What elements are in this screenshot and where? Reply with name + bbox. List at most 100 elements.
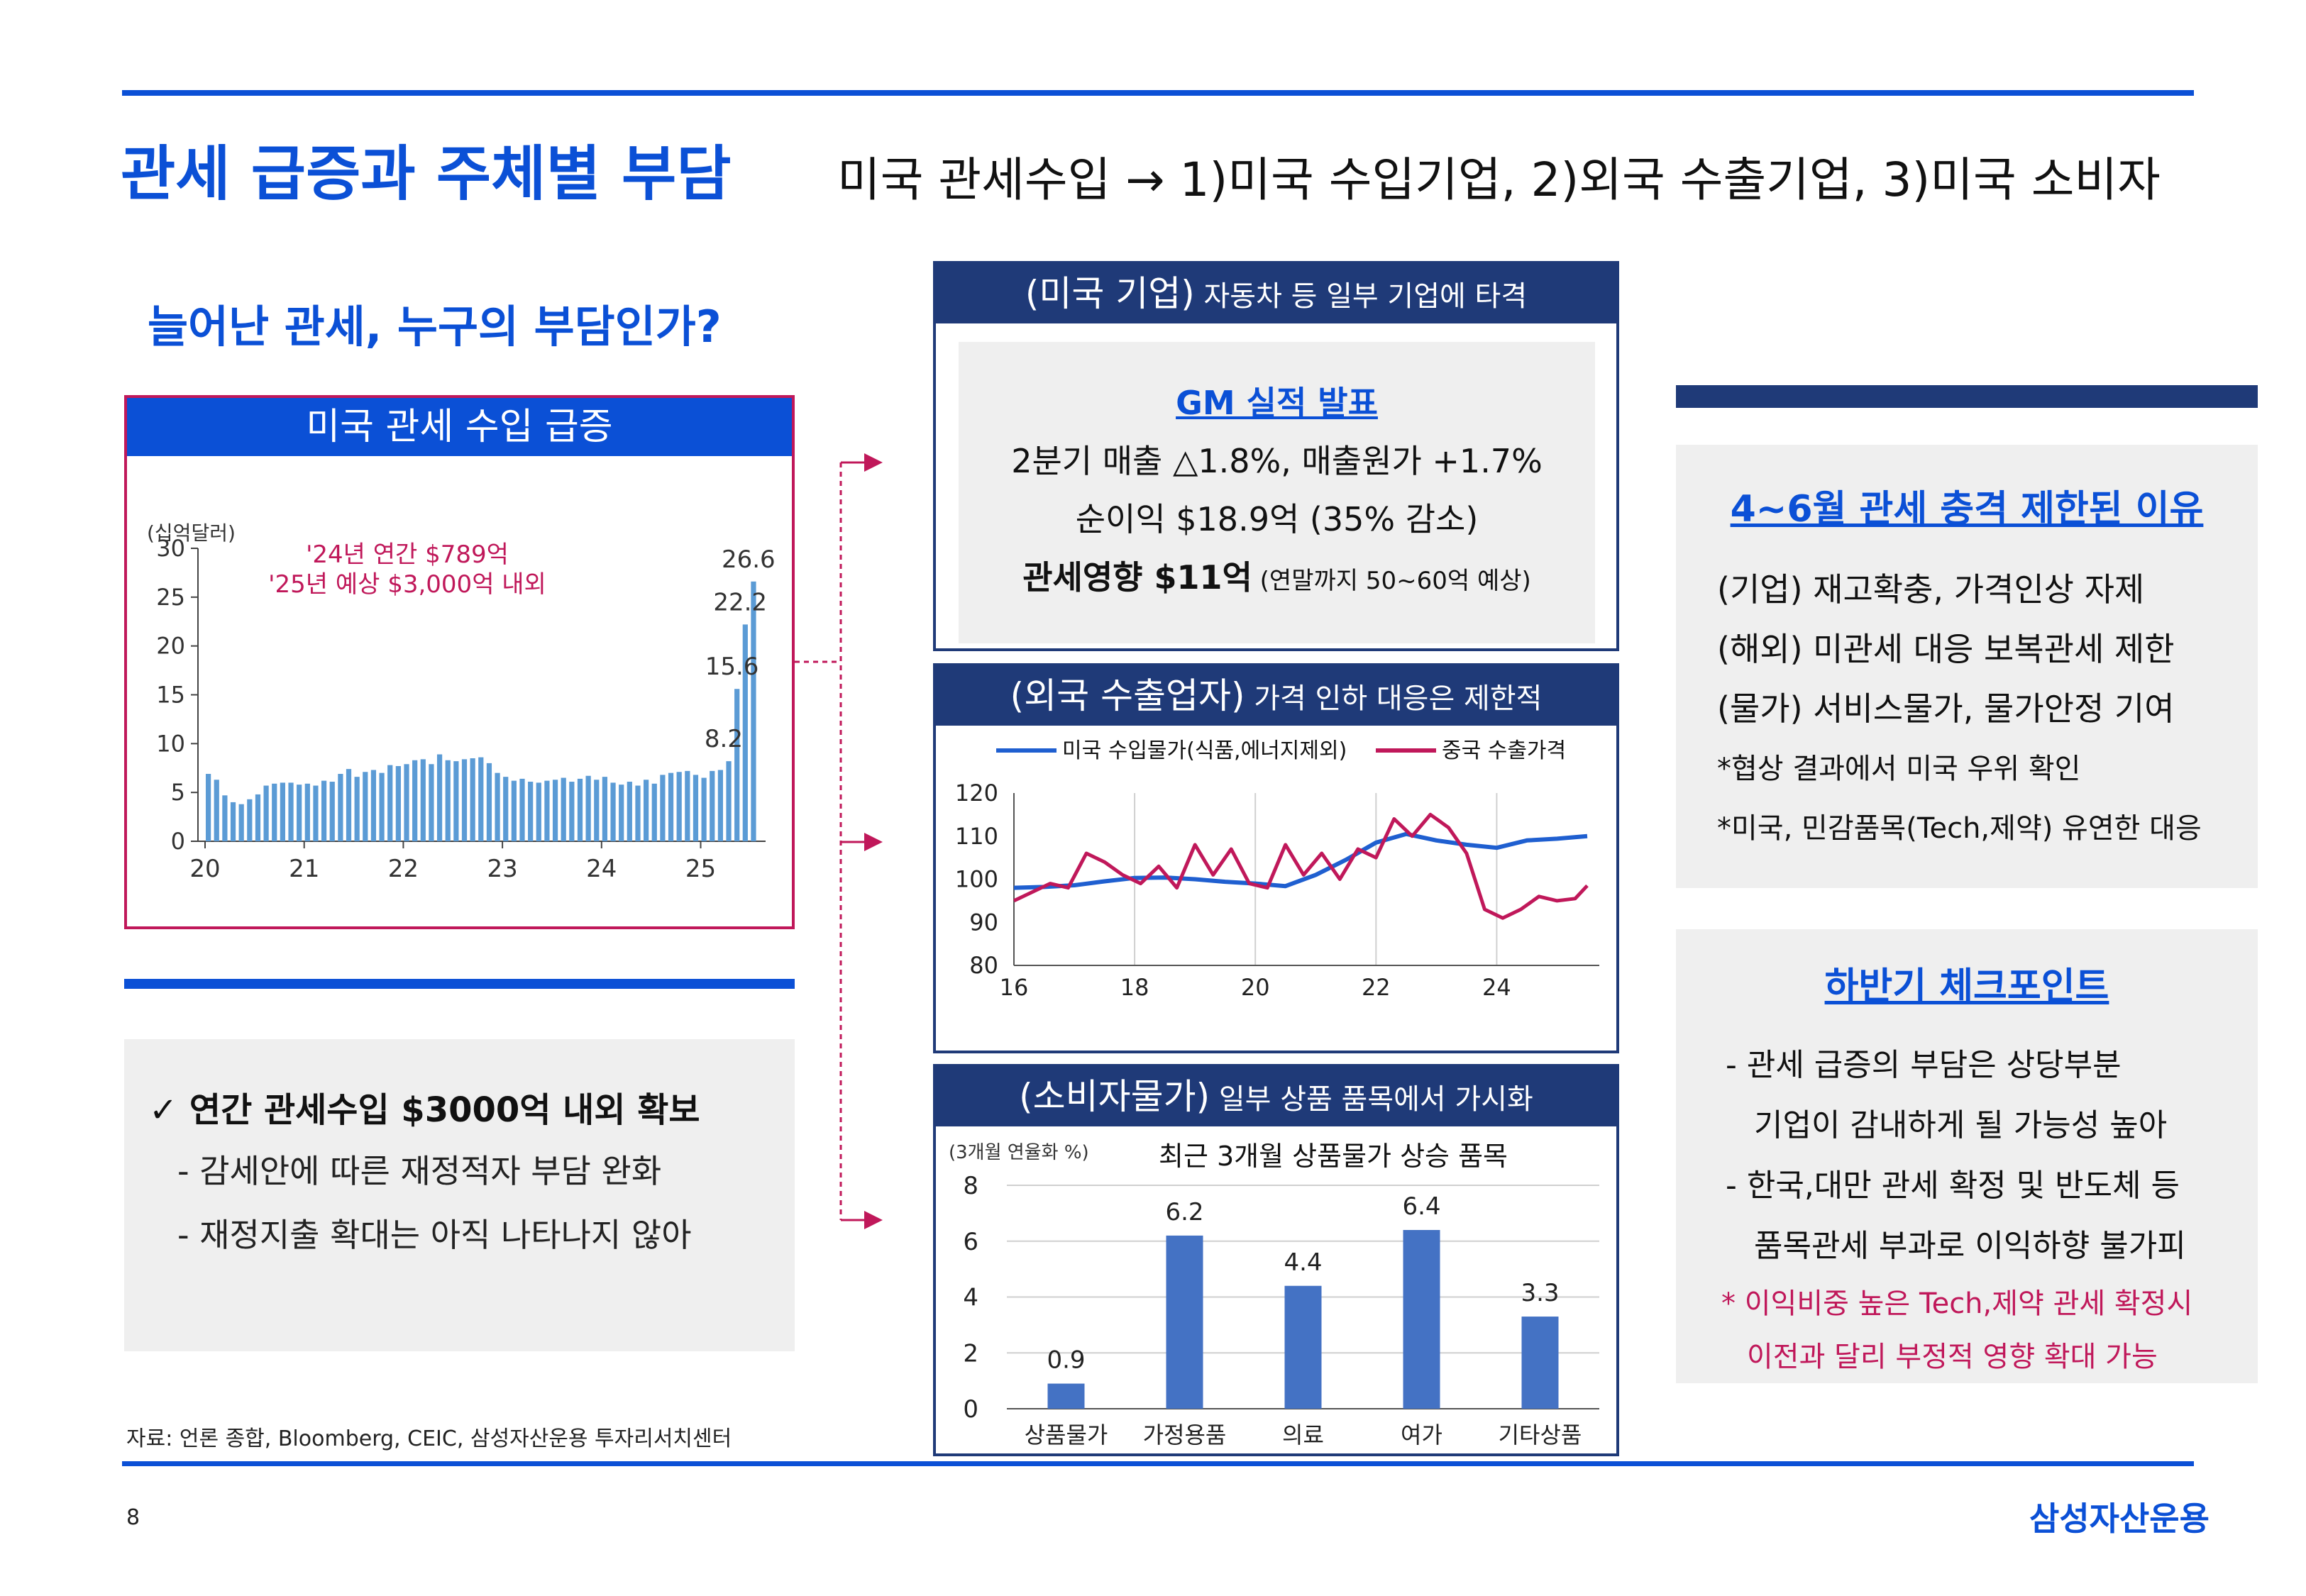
bar [214,780,219,841]
bar [255,794,261,841]
x-tick-label: 16 [1000,974,1029,1001]
bar [594,780,600,841]
x-tick-label: 가정용품 [1143,1422,1227,1448]
bar [461,759,468,841]
y-tick-label: 10 [156,730,185,757]
bar [742,624,748,841]
bar [528,782,534,841]
reasons-box: 4~6월 관세 충격 제한된 이유 (기업) 재고확충, 가격인상 자제 (해외… [1676,445,2258,888]
bar [1284,1285,1322,1409]
bar [478,757,484,841]
y-tick-label: 20 [156,633,185,660]
gm-line-sales: 2분기 매출 △1.8%, 매출원가 +1.7% [1011,442,1543,480]
bar [577,778,583,841]
summary-box: ✓ 연간 관세수입 $3000억 내외 확보 - 감세안에 따른 재정적자 부담… [124,1039,795,1351]
gm-tariff-impact: 관세영향 $11억 [1022,558,1252,597]
data-label: 0.9 [1047,1346,1085,1375]
bar [354,777,360,841]
x-tick-label: 25 [685,855,716,883]
bar [668,772,674,841]
y-tick-label: 90 [969,909,998,936]
y-tick-label: 4 [963,1284,978,1312]
exporters-header-text: 가격 인하 대응은 제한적 [1245,682,1543,715]
bar [693,775,699,841]
bar [280,782,285,841]
consumer-header-text: 일부 상품 품목에서 가시화 [1210,1083,1533,1116]
bar [436,754,443,841]
tariff-annotation: '24년 연간 $789억 [306,541,509,569]
bar [321,780,327,841]
right-navy-bar [1676,385,2258,408]
bar [404,764,409,841]
gm-line-tariff: 관세영향 $11억 (연말까지 50~60억 예상) [959,552,1595,599]
series-line [1013,831,1588,890]
bar [734,689,740,841]
bar [660,775,666,841]
bar [247,799,253,841]
reason-note: *협상 결과에서 미국 우위 확인 [1717,753,2081,785]
checkpoint-item: - 한국,대만 관세 확정 및 반도체 등 [1726,1168,2180,1204]
y-tick-label: 5 [171,779,185,806]
checkpoints-box: 하반기 체크포인트 - 관세 급증의 부담은 상당부분 기업이 감내하게 될 가… [1676,929,2258,1383]
bar [412,760,418,841]
bar [717,770,724,841]
data-label: 6.4 [1402,1192,1440,1221]
y-tick-label: 6 [963,1228,978,1256]
bar [238,804,244,841]
gm-results-box: GM 실적 발표 2분기 매출 △1.8%, 매출원가 +1.7% 순이익 $1… [959,342,1595,643]
y-tick-label: 110 [955,823,998,850]
bar [453,761,459,841]
left-mid-rule [124,979,795,989]
brand-logo: 삼성자산운용 [2029,1500,2210,1538]
y-tick-label: 30 [156,535,185,562]
bar [346,769,352,841]
tariff-revenue-panel: 미국 관세 수입 급증 (십억달러) 0 5 10 15 20 25 30 20 21 22 23 24… [124,395,795,929]
page-title: 관세 급증과 주체별 부담 [121,139,732,209]
bar [644,780,649,841]
bar [429,764,434,841]
bar [304,783,310,841]
bar [363,772,368,841]
chart-title: 최근 3개월 상품물가 상승 품목 [1159,1141,1508,1172]
data-label: 4.4 [1284,1248,1322,1277]
reason-note: *미국, 민감품목(Tech,제약) 유연한 대응 [1717,812,2202,845]
legend-label: 미국 수입물가(식품,에너지제외) [1062,738,1347,763]
bar [503,777,509,841]
bar [395,765,401,841]
summary-bullet-2: - 재정지출 확대는 아직 나타나지 않아 [177,1216,692,1254]
bar [602,777,608,841]
bar [313,785,319,841]
legend-label: 중국 수출가격 [1442,738,1566,763]
goods-inflation-chart: (3개월 연율화 %) 최근 3개월 상품물가 상승 품목 0 2 4 6 8 0.9 상품물가… [949,1141,1599,1448]
bar [230,802,236,841]
gm-line-profit: 순이익 $18.9억 (35% 감소) [1075,500,1479,538]
bar [585,775,591,841]
bar [552,780,558,841]
y-tick-label: 120 [955,780,998,807]
exporters-header-tag: (외국 수출업자) [1010,675,1245,716]
bar [751,581,756,841]
checkpoint-item: - 관세 급증의 부담은 상당부분 [1726,1047,2122,1083]
bottom-rule [122,1461,2194,1466]
consumer-header: (소비자물가) 일부 상품 품목에서 가시화 [936,1067,1616,1126]
bar [288,782,294,841]
bar [470,758,475,841]
x-tick-label: 21 [289,855,319,883]
y-axis-unit-label: (십억달러) [147,521,236,545]
bar [569,782,575,841]
data-label: 3.3 [1521,1279,1559,1307]
x-tick-label: 기타상품 [1499,1422,1582,1448]
connector-arrows [795,453,883,1229]
bar [495,772,500,841]
tariff-panel-title: 미국 관세 수입 급증 [127,398,792,456]
bar [370,770,377,841]
x-tick-label: 22 [1362,974,1391,1001]
bar [627,782,632,841]
series-line [1013,812,1589,920]
gm-tariff-note: (연말까지 50~60억 예상) [1252,567,1531,595]
bar [445,760,451,841]
bar [544,780,550,841]
data-label: 6.2 [1165,1198,1203,1226]
consumer-panel: (소비자물가) 일부 상품 품목에서 가시화 (3개월 연율화 %) 최근 3개월… [933,1064,1619,1456]
us-firms-header: (미국 기업) 자동차 등 일부 기업에 타격 [936,264,1616,323]
